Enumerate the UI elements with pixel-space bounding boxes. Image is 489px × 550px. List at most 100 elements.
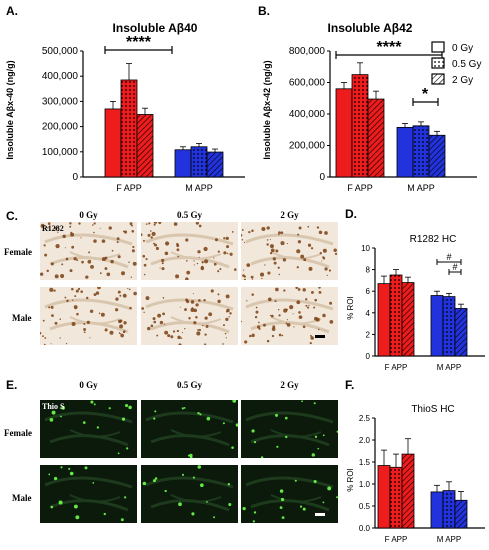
chart-b-ytick: 200,000 — [289, 141, 326, 152]
chart-a-ytick: 400,000 — [42, 71, 79, 82]
scale-bar — [315, 513, 325, 516]
micrograph-male-0 — [40, 287, 137, 345]
chart-b-bar — [351, 74, 369, 178]
chart-b-ytick: 800,000 — [289, 46, 326, 57]
chart-d: R1282 HC % ROI 0 2 4 6 8 10 F APP M APP ## — [346, 234, 485, 372]
chart-a-bar — [190, 146, 208, 178]
significance-label: **** — [126, 34, 152, 51]
chart-f-title: ThioS HC — [411, 404, 454, 415]
chart-a-bar — [206, 151, 224, 178]
chart-d-bar — [454, 308, 468, 357]
e-col-2: 2 Gy — [280, 380, 299, 390]
significance-label: # — [446, 252, 451, 262]
c-row-male: Male — [12, 313, 32, 323]
chart-d-category-label: M APP — [437, 363, 461, 372]
micrograph-male-0 — [40, 465, 137, 523]
c-col-2: 2 Gy — [280, 210, 299, 220]
chart-d-title: R1282 HC — [410, 234, 457, 245]
chart-d-bar — [442, 296, 456, 357]
c-col-1: 0.5 Gy — [176, 210, 202, 220]
panel-label-e: E. — [6, 378, 18, 392]
e-row-male: Male — [12, 493, 32, 503]
chart-d-ytick: 10 — [361, 244, 370, 253]
chart-f-ytick: 0.0 — [359, 524, 371, 533]
legend-label: 0 Gy — [452, 43, 473, 54]
chart-b-category-label: M APP — [407, 183, 435, 193]
scale-bar — [315, 335, 325, 338]
significance-label: **** — [377, 39, 403, 56]
chart-d-ytick: 8 — [366, 266, 371, 275]
svg-text:*: * — [422, 86, 429, 103]
chart-d-ytick: 6 — [366, 287, 371, 296]
micrograph-female-1 — [141, 222, 238, 280]
significance-label: # — [452, 262, 457, 272]
chart-f-bar — [389, 466, 403, 529]
chart-f-plot: 0.0 0.5 1.0 1.5 2.0 2.5 F APP M APP — [359, 414, 485, 544]
chart-f-ytick: 2.0 — [359, 436, 371, 445]
chart-b-ytick: 400,000 — [289, 109, 326, 120]
chart-a-bar — [174, 149, 192, 178]
chart-b-bar — [412, 125, 430, 178]
chart-b-bar — [396, 126, 414, 178]
chart-a-plot: 0 100,000 200,000 300,000 400,000 500,000 F AP… — [42, 34, 245, 193]
chart-f-category-label: M APP — [437, 535, 461, 544]
chart-b-ytick: 600,000 — [289, 78, 326, 89]
chart-d-bar — [389, 274, 403, 357]
legend-label: 2 Gy — [452, 75, 473, 86]
chart-f-bar — [377, 465, 391, 529]
chart-a-ytick: 0 — [72, 172, 78, 183]
chart-d-bar — [377, 283, 391, 357]
panel-label-a: A. — [6, 4, 18, 18]
micrograph-female-1 — [141, 400, 238, 458]
e-col-0: 0 Gy — [79, 380, 98, 390]
chart-b-category-label: F APP — [347, 183, 373, 193]
micrograph-female-0 — [40, 400, 137, 458]
chart-f-bar — [442, 490, 456, 529]
micrograph-male-1 — [141, 287, 238, 345]
chart-d-ytick: 0 — [366, 352, 371, 361]
chart-f-ylabel: % ROI — [346, 468, 355, 492]
c-row-female: Female — [4, 247, 32, 257]
chart-b-bar — [335, 88, 353, 178]
chart-b: Insoluble Aβ42 Insoluble Aβx-42 (ng/g) 0… — [262, 21, 481, 193]
micrograph-female-2 — [241, 222, 338, 280]
stain-label: R1282 — [42, 224, 64, 233]
c-col-0: 0 Gy — [79, 210, 98, 220]
chart-a-ytick: 500,000 — [42, 46, 79, 57]
chart-a-ytick: 100,000 — [42, 147, 79, 158]
panel-label-d: D. — [345, 207, 357, 221]
chart-a: Insoluble Aβ40 Insoluble Aβx-40 (ng/g) 0… — [5, 21, 245, 193]
chart-a-title: Insoluble Aβ40 — [113, 21, 198, 35]
panel-label-c: C. — [6, 209, 18, 223]
chart-d-plot: 0 2 4 6 8 10 F APP M APP ## — [361, 244, 485, 372]
chart-f-bar — [430, 491, 444, 529]
chart-b-legend: 0 Gy 0.5 Gy 2 Gy — [431, 41, 481, 86]
chart-b-plot: 0 200,000 400,000 600,000 800,000 F APP M APP *… — [289, 39, 477, 193]
chart-b-bar — [367, 98, 385, 178]
legend-swatch — [431, 73, 445, 85]
chart-d-ytick: 4 — [366, 309, 371, 318]
chart-f-ytick: 1.0 — [359, 480, 371, 489]
chart-f-category-label: F APP — [385, 535, 408, 544]
chart-f: ThioS HC % ROI 0.0 0.5 1.0 1.5 2.0 2.5 F APP M … — [346, 404, 485, 544]
micrograph-female-0 — [40, 222, 137, 280]
panel-label-b: B. — [258, 4, 270, 18]
chart-d-bar — [430, 295, 444, 357]
chart-b-title: Insoluble Aβ42 — [328, 21, 413, 35]
chart-d-category-label: F APP — [385, 363, 408, 372]
chart-d-ytick: 2 — [366, 330, 371, 339]
chart-a-bar — [104, 108, 122, 178]
panel-label-f: F. — [345, 378, 355, 392]
chart-a-bar — [120, 79, 138, 178]
micrograph-male-1 — [141, 465, 238, 523]
e-col-1: 0.5 Gy — [176, 380, 202, 390]
chart-d-bar — [401, 282, 415, 357]
legend-label: 0.5 Gy — [452, 59, 481, 70]
chart-f-ytick: 0.5 — [359, 502, 371, 511]
micrograph-female-2 — [241, 400, 338, 458]
chart-a-bar — [136, 114, 154, 178]
chart-b-ylabel: Insoluble Aβx-42 (ng/g) — [262, 60, 272, 159]
chart-a-ylabel: Insoluble Aβx-40 (ng/g) — [5, 60, 15, 159]
chart-f-bar — [401, 453, 415, 529]
chart-f-ytick: 1.5 — [359, 458, 371, 467]
